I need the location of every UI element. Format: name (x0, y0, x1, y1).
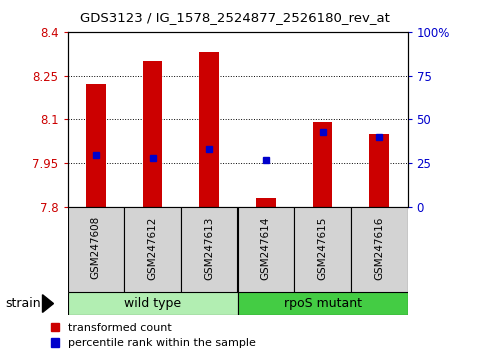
Bar (238, 207, 294, 292)
Bar (312, 122, 332, 207)
Text: rpoS mutant: rpoS mutant (284, 297, 362, 310)
Bar (351, 207, 408, 292)
Bar (124, 207, 181, 292)
Text: wild type: wild type (124, 297, 181, 310)
Text: GDS3123 / IG_1578_2524877_2526180_rev_at: GDS3123 / IG_1578_2524877_2526180_rev_at (80, 11, 390, 24)
Bar (294, 207, 351, 292)
Text: GSM247612: GSM247612 (148, 216, 158, 280)
Bar (86, 84, 106, 207)
Bar (68, 292, 237, 315)
Bar (369, 134, 389, 207)
Bar (181, 207, 238, 292)
Bar (256, 198, 276, 207)
Bar (238, 292, 408, 315)
Bar (142, 61, 163, 207)
Text: GSM247614: GSM247614 (261, 216, 271, 280)
Legend: transformed count, percentile rank within the sample: transformed count, percentile rank withi… (50, 322, 256, 348)
Text: GSM247613: GSM247613 (204, 216, 214, 280)
Text: strain: strain (5, 297, 41, 310)
Bar (68, 207, 124, 292)
Text: GSM247616: GSM247616 (374, 216, 384, 280)
Text: GSM247608: GSM247608 (91, 216, 101, 280)
Text: GSM247615: GSM247615 (318, 216, 328, 280)
Bar (199, 52, 219, 207)
